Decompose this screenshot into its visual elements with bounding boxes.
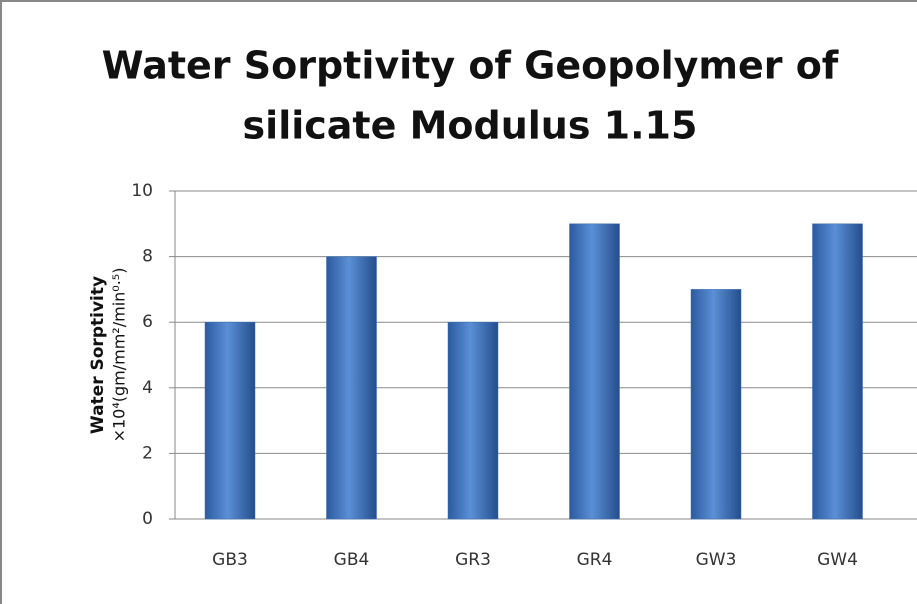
x-tick-label: GR3 bbox=[455, 550, 491, 570]
y-axis-label: Water Sorptivity bbox=[88, 276, 108, 434]
bar bbox=[690, 289, 742, 520]
x-tick-label: GW3 bbox=[696, 550, 737, 570]
x-tick-label: GR4 bbox=[577, 550, 613, 570]
y-tick-label: 10 bbox=[131, 181, 153, 201]
y-tick-label: 2 bbox=[142, 443, 153, 463]
bar bbox=[812, 223, 863, 520]
x-tick-label: GB3 bbox=[212, 550, 248, 570]
y-tick-label: 4 bbox=[142, 378, 153, 398]
chart-title: silicate Modulus 1.15 bbox=[243, 104, 698, 148]
x-tick-label: GW4 bbox=[817, 550, 858, 570]
bar bbox=[204, 321, 256, 520]
y-tick-label: 6 bbox=[142, 312, 153, 332]
chart-title: Water Sorptivity of Geopolymer of bbox=[102, 44, 839, 88]
y-axis-label: ×10⁴(gm/mm²/min⁰·⁵) bbox=[110, 268, 129, 443]
bar bbox=[447, 321, 499, 520]
x-tick-label: GB4 bbox=[334, 550, 370, 570]
y-tick-label: 8 bbox=[142, 247, 153, 267]
y-tick-label: 0 bbox=[142, 509, 153, 529]
bar bbox=[569, 223, 620, 520]
bar bbox=[326, 256, 377, 520]
